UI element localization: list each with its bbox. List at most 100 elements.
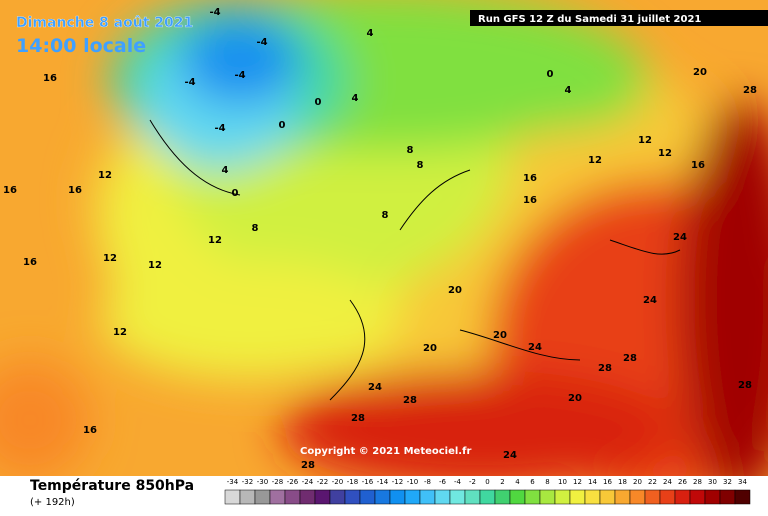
contour-label: 0 [279, 120, 286, 131]
legend-label: -10 [407, 478, 418, 486]
legend-swatch [734, 489, 751, 505]
legend-label: 32 [723, 478, 732, 486]
legend-swatch [509, 489, 526, 505]
legend-label: 18 [618, 478, 627, 486]
legend-swatch [299, 489, 316, 505]
local-time: 14:00 locale [16, 35, 146, 57]
contour-label: 12 [588, 155, 602, 166]
legend-label: -30 [257, 478, 268, 486]
legend-label: 6 [530, 478, 535, 486]
legend: -34 -32 -30 -28 -26 -24 -22 -20 -18 -16 -14 -12 -10-… [224, 478, 751, 505]
contour-label: 4 [222, 165, 229, 176]
contour-label: -4 [209, 7, 220, 18]
contour-label: 28 [301, 460, 315, 471]
contour-label: 16 [68, 185, 82, 196]
copyright: Copyright © 2021 Meteociel.fr [300, 446, 471, 457]
legend-label: -14 [377, 478, 389, 486]
legend-label: -28 [272, 478, 283, 486]
contour-label: 0 [547, 69, 554, 80]
legend-swatch [554, 489, 571, 505]
contour-label: 16 [523, 173, 537, 184]
legend-label: -12 [392, 478, 403, 486]
legend-swatch [434, 489, 451, 505]
contour-label: 20 [568, 393, 582, 404]
legend-label: 22 [648, 478, 657, 486]
legend-swatch [629, 489, 646, 505]
contour-label: 12 [148, 260, 162, 271]
legend-swatch [599, 489, 616, 505]
run-info: Run GFS 12 Z du Samedi 31 juillet 2021 [478, 14, 701, 25]
legend-label: 0 [485, 478, 489, 486]
contour-label: -4 [256, 37, 267, 48]
legend-label: 30 [708, 478, 717, 486]
contour-label: 20 [493, 330, 507, 341]
legend-swatch [239, 489, 256, 505]
contour-label: 16 [83, 425, 97, 436]
legend-label: 28 [693, 478, 702, 486]
legend-label: 26 [678, 478, 687, 486]
legend-swatch [284, 489, 301, 505]
legend-label: -16 [362, 478, 374, 486]
legend-swatch [449, 489, 466, 505]
contour-label: 16 [523, 195, 537, 206]
legend-swatch [374, 489, 391, 505]
contour-label: 4 [367, 28, 374, 39]
contour-label: 28 [351, 413, 365, 424]
contour-label: 28 [403, 395, 417, 406]
contour-label: 28 [598, 363, 612, 374]
legend-label: 14 [588, 478, 597, 486]
contour-label: 24 [673, 232, 687, 243]
contour-label: 20 [448, 285, 462, 296]
legend-label: 20 [633, 478, 642, 486]
legend-swatch [569, 489, 586, 505]
contour-label: 16 [23, 257, 37, 268]
contour-label: 24 [528, 342, 542, 353]
legend-label: -20 [332, 478, 343, 486]
legend-label: 10 [558, 478, 567, 486]
contour-label: 0 [232, 188, 239, 199]
lead-time: (+ 192h) [30, 497, 75, 508]
contour-label: 16 [3, 185, 17, 196]
variable: Température 850hPa [30, 478, 194, 494]
contour-label: 12 [113, 327, 127, 338]
legend-label: -18 [347, 478, 358, 486]
legend-swatch [329, 489, 346, 505]
legend-label: 2 [500, 478, 504, 486]
legend-label: 16 [603, 478, 612, 486]
contour-label: 4 [565, 85, 572, 96]
contour-label: 12 [208, 235, 222, 246]
legend-label: -24 [302, 478, 314, 486]
legend-swatch [674, 489, 691, 505]
legend-swatch [404, 489, 421, 505]
contour-label: 8 [417, 160, 424, 171]
contour-label: 12 [658, 148, 672, 159]
legend-swatch [494, 489, 511, 505]
legend-swatch [719, 489, 736, 505]
legend-swatch [269, 489, 286, 505]
legend-swatch [224, 489, 241, 505]
run-bg [470, 10, 768, 26]
temperature-field [0, 0, 768, 500]
legend-label: -4 [454, 478, 462, 486]
contour-label: -4 [184, 77, 195, 88]
contour-label: -4 [214, 123, 225, 134]
legend-swatch [689, 489, 706, 505]
contour-label: 28 [738, 380, 752, 391]
legend-swatch [419, 489, 436, 505]
legend-label: 4 [515, 478, 520, 486]
legend-label: -8 [424, 478, 431, 486]
contour-label: 16 [691, 160, 705, 171]
legend-swatch [479, 489, 496, 505]
legend-swatch [704, 489, 721, 505]
contour-label: -4 [234, 70, 245, 81]
legend-label: -6 [439, 478, 447, 486]
contour-label: 20 [423, 343, 437, 354]
legend-swatch [644, 489, 661, 505]
legend-swatch [314, 489, 331, 505]
legend-swatch [539, 489, 556, 505]
contour-label: 28 [623, 353, 637, 364]
legend-label: 8 [545, 478, 549, 486]
legend-swatch [584, 489, 601, 505]
legend-swatch [389, 489, 406, 505]
